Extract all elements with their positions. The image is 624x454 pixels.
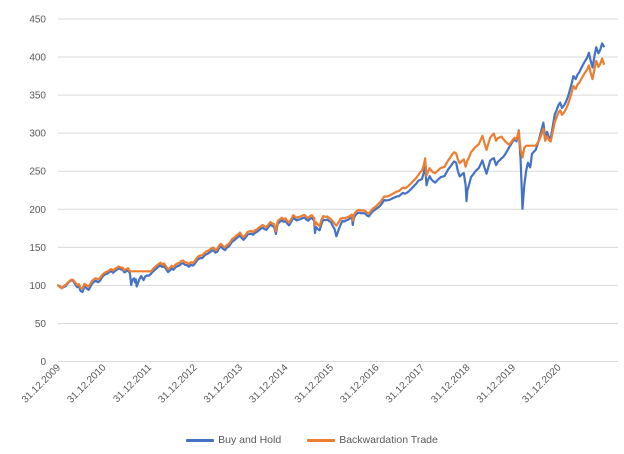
x-axis-tick-label: 31.12.2017 xyxy=(384,362,427,405)
y-axis-tick-label: 250 xyxy=(29,167,46,178)
y-axis-tick-label: 100 xyxy=(29,281,46,292)
x-axis-tick-label: 31.12.2015 xyxy=(293,362,336,405)
y-axis-tick-label: 200 xyxy=(29,205,46,216)
x-axis-tick-label: 31.12.2020 xyxy=(520,362,563,405)
legend-label: Backwardation Trade xyxy=(339,434,438,446)
x-axis-tick-label: 31.12.2014 xyxy=(247,362,290,405)
y-axis-tick-label: 400 xyxy=(29,53,46,64)
y-axis-tick-label: 50 xyxy=(35,319,47,330)
series-line-buy-and-hold xyxy=(56,42,606,293)
legend-line-swatch xyxy=(307,438,336,442)
y-axis-tick-label: 0 xyxy=(40,357,46,368)
x-axis-tick-label: 31.12.2010 xyxy=(65,362,108,405)
x-axis-tick-label: 31.12.2016 xyxy=(338,362,381,405)
x-axis-tick-label: 31.12.2011 xyxy=(111,362,154,405)
y-axis-tick-label: 350 xyxy=(29,91,46,102)
legend-line-swatch xyxy=(186,438,215,442)
y-axis-tick-label: 150 xyxy=(29,243,46,254)
x-axis-tick-label: 31.12.2013 xyxy=(202,362,245,405)
y-axis-tick-label: 450 xyxy=(29,15,46,26)
legend-item-buy-and-hold: Buy and Hold xyxy=(186,434,281,446)
series-line-backwardation-trade xyxy=(56,57,606,290)
legend-item-backwardation-trade: Backwardation Trade xyxy=(307,434,438,446)
x-axis-tick-label: 31.12.2012 xyxy=(156,362,199,405)
chart-legend: Buy and Hold Backwardation Trade xyxy=(0,434,624,446)
x-axis-tick-label: 31.12.2009 xyxy=(20,362,63,405)
y-axis-tick-label: 300 xyxy=(29,129,46,140)
x-axis-tick-label: 31.12.2018 xyxy=(429,362,472,405)
x-axis-tick-label: 31.12.2019 xyxy=(475,362,518,405)
legend-label: Buy and Hold xyxy=(218,434,282,446)
